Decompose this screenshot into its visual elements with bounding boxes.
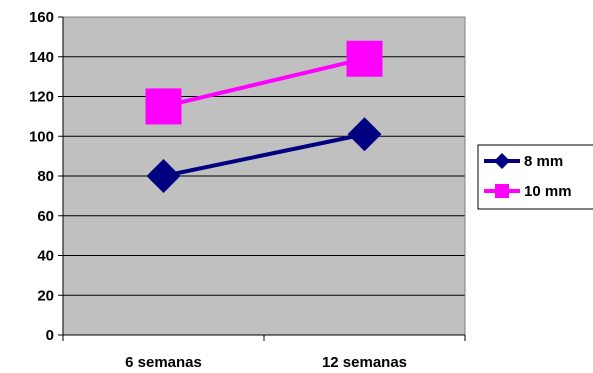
legend-box [477,144,593,210]
y-tick-label: 20 [37,287,54,304]
legend-marker [494,153,510,169]
y-tick-label: 40 [37,248,54,265]
y-tick-label: 160 [29,9,54,26]
x-tick-label: 12 semanas [322,354,407,371]
y-tick-label: 0 [46,327,54,344]
legend-label: 8 mm [524,153,563,170]
series-line [163,132,365,178]
data-point [346,40,383,77]
y-tick-label: 60 [37,208,54,225]
y-tick-label: 140 [29,49,54,66]
legend-marker [495,184,509,198]
y-tick-label: 100 [29,128,54,145]
legend-label: 10 mm [524,183,572,200]
data-point [347,117,382,152]
series-line [163,56,365,109]
data-point [146,159,181,193]
x-tick-label: 6 semanas [125,354,202,371]
data-point [145,88,182,125]
y-tick-label: 80 [37,168,54,185]
y-tick-label: 120 [29,89,54,106]
